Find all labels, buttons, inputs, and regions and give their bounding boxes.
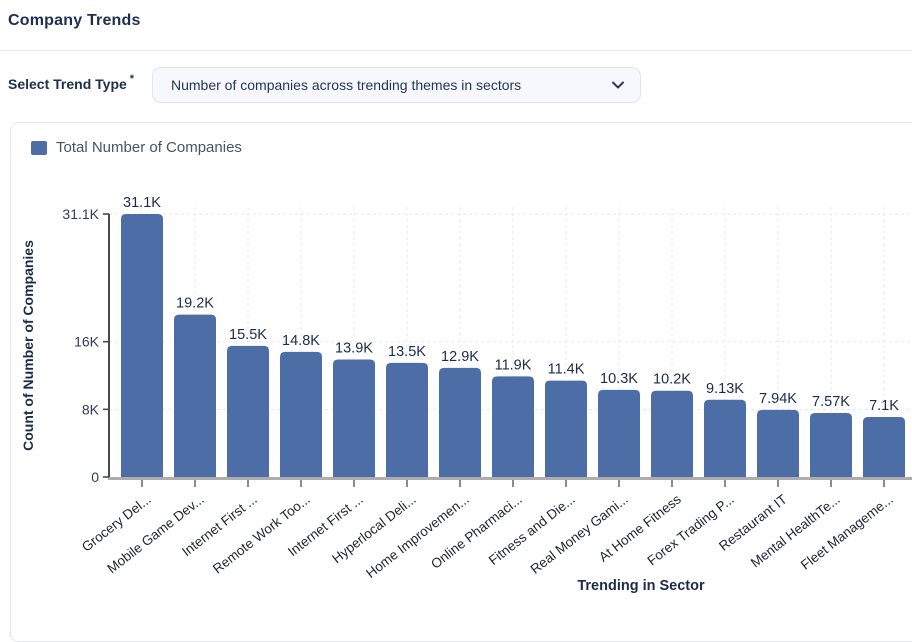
select-trend-type-label: Select Trend Type * (8, 73, 135, 92)
bar-value-label: 11.4K (548, 362, 585, 378)
y-tick-label: 16K (74, 334, 100, 350)
x-category-label: Remote Work Too... (210, 492, 313, 577)
legend-item[interactable]: Total Number of Companies (31, 139, 242, 156)
y-tick-label: 31.1K (62, 206, 99, 222)
bar[interactable] (545, 380, 587, 477)
bar-value-label: 13.5K (388, 344, 426, 360)
y-tick-label: 8K (82, 401, 100, 417)
x-category-label: Fleet Manageme... (798, 492, 896, 573)
legend-label: Total Number of Companies (56, 139, 242, 156)
chevron-down-icon (612, 81, 624, 89)
bar-value-label: 19.2K (176, 296, 214, 312)
x-category-label: Mobile Game Dev... (104, 492, 206, 577)
bar-value-label: 11.9K (495, 357, 532, 373)
bar[interactable] (386, 362, 428, 477)
page-title: Company Trends (8, 12, 141, 29)
bar[interactable] (439, 367, 481, 477)
bar[interactable] (704, 399, 746, 477)
bar[interactable] (810, 412, 852, 477)
select-trend-type-label-text: Select Trend Type (8, 76, 127, 92)
bar[interactable] (333, 359, 375, 477)
legend-swatch (31, 140, 47, 155)
y-tick-label: 0 (91, 469, 99, 485)
bar-value-label: 7.94K (759, 391, 797, 407)
bar-value-label: 13.9K (335, 340, 373, 356)
x-category-label: Online Pharmaci... (428, 492, 525, 572)
x-category-label: Home Improvemen... (363, 492, 472, 581)
bar[interactable] (121, 214, 163, 477)
trend-type-dropdown[interactable]: Number of companies across trending them… (152, 67, 641, 103)
bar[interactable] (651, 390, 693, 477)
chart-card: 31.1K 19.2K 15.5K 14.8K 13.9K 13.5K 12.9K 11.9K… (10, 122, 912, 642)
bar-value-label: 7.57K (812, 394, 850, 410)
bar[interactable] (863, 416, 905, 477)
bar[interactable] (598, 389, 640, 477)
bar[interactable] (174, 314, 216, 477)
header-divider (0, 50, 912, 51)
bar[interactable] (757, 409, 799, 477)
x-category-label: Real Money Gami... (528, 492, 631, 577)
bar-value-label: 10.3K (600, 371, 638, 387)
bar[interactable] (280, 351, 322, 477)
bar-value-label: 15.5K (229, 327, 267, 343)
required-asterisk: * (129, 73, 135, 85)
bar-value-label: 12.9K (441, 349, 479, 365)
trend-type-dropdown-value: Number of companies across trending them… (171, 77, 522, 93)
bar-value-label: 9.13K (706, 381, 744, 397)
bar-value-label: 14.8K (282, 333, 320, 349)
x-category-label: Mental HealthTe... (748, 492, 843, 571)
y-axis-title: Count of Number of Companies (20, 240, 36, 451)
bar[interactable] (492, 376, 534, 477)
bar-chart[interactable]: 31.1K 19.2K 15.5K 14.8K 13.9K 13.5K 12.9K 11.9K… (11, 123, 912, 641)
bar-value-label: 31.1K (123, 195, 161, 211)
bar-value-label: 10.2K (653, 372, 691, 388)
bar[interactable] (227, 345, 269, 477)
x-axis-title: Trending in Sector (577, 578, 705, 594)
bar-value-label: 7.1K (869, 398, 899, 414)
trend-type-form-row: Select Trend Type * Number of companies a… (8, 66, 908, 106)
